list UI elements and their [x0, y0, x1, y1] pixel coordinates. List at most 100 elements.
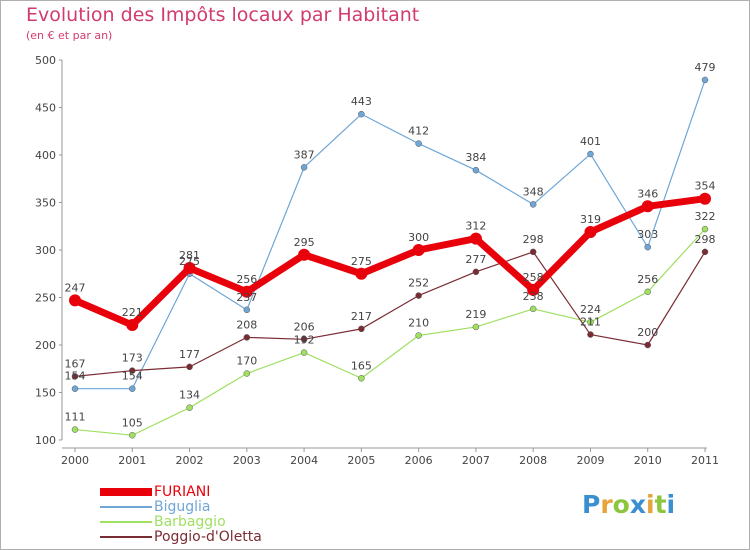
data-label: 134	[179, 389, 200, 402]
logo-letter: r	[600, 490, 613, 519]
data-point	[699, 192, 711, 205]
data-label: 173	[122, 352, 143, 365]
x-tick-label: 2011	[691, 454, 719, 467]
legend-label: FURIANI	[154, 484, 211, 500]
x-tick-label: 2003	[233, 454, 261, 467]
chart-subtitle: (en € et par an)	[26, 29, 113, 42]
data-point	[358, 110, 365, 118]
legend-swatch	[100, 536, 152, 538]
data-label: 298	[695, 233, 716, 246]
data-point	[529, 201, 537, 208]
logo-letter: o	[612, 490, 630, 519]
data-point	[71, 373, 79, 380]
data-label: 322	[695, 210, 716, 223]
data-label: 165	[351, 359, 372, 372]
logo-letter: i	[646, 490, 655, 519]
data-label: 210	[408, 317, 429, 330]
data-label: 346	[637, 187, 658, 200]
data-label: 275	[351, 255, 372, 268]
data-label: 154	[122, 370, 143, 383]
legend-swatch	[100, 488, 152, 496]
x-tick-label: 2004	[290, 454, 318, 467]
y-tick-label: 250	[35, 292, 56, 305]
logo-letter: i	[666, 490, 676, 519]
data-point	[129, 367, 136, 374]
legend-label: Barbaggio	[154, 514, 226, 530]
logo-letter: x	[629, 490, 646, 519]
data-point	[415, 140, 422, 147]
data-point	[412, 244, 425, 256]
data-point	[300, 349, 308, 356]
data-label: 111	[65, 411, 86, 424]
data-label: 412	[408, 125, 429, 138]
data-point	[358, 325, 365, 333]
data-label: 258	[523, 271, 544, 284]
data-label: 238	[523, 290, 544, 303]
legend-item: Poggio-d'Oletta	[100, 529, 262, 545]
data-point	[240, 285, 253, 298]
data-label: 252	[408, 277, 429, 290]
y-tick-label: 450	[35, 102, 56, 115]
logo-letter: t	[654, 490, 667, 519]
data-point	[126, 319, 139, 332]
data-point	[183, 262, 196, 275]
data-point	[644, 341, 651, 349]
data-label: 192	[294, 334, 315, 347]
data-point	[69, 294, 81, 307]
x-tick-label: 2005	[347, 454, 375, 467]
data-point	[529, 248, 537, 256]
data-label: 154	[65, 370, 86, 383]
data-label: 443	[351, 95, 372, 108]
data-point	[472, 323, 480, 331]
x-tick-label: 2001	[118, 454, 146, 467]
data-label: 219	[465, 308, 486, 321]
y-tick-label: 350	[35, 197, 56, 210]
data-point	[243, 306, 251, 314]
data-label: 384	[465, 151, 486, 164]
data-label: 303	[637, 228, 658, 241]
data-label: 170	[236, 355, 257, 368]
data-point	[243, 370, 251, 377]
data-label: 401	[580, 135, 601, 148]
data-point	[644, 288, 651, 296]
data-label: 217	[351, 310, 372, 323]
data-label: 277	[465, 253, 486, 266]
x-tick-label: 2010	[634, 454, 662, 467]
data-point	[641, 200, 654, 213]
data-point	[701, 76, 709, 84]
data-point	[300, 164, 308, 171]
data-label: 281	[179, 249, 200, 262]
data-label: 312	[465, 220, 486, 233]
x-tick-label: 2002	[176, 454, 204, 467]
data-point	[472, 268, 480, 276]
data-point	[587, 318, 594, 326]
x-tick-label: 2000	[61, 454, 89, 467]
data-point	[584, 225, 597, 238]
data-point	[186, 404, 193, 411]
data-label: 211	[580, 316, 601, 329]
data-label: 208	[236, 318, 257, 331]
data-point	[358, 375, 365, 382]
data-point	[300, 336, 308, 343]
data-label: 387	[294, 148, 315, 161]
data-point	[527, 283, 540, 296]
data-point	[129, 432, 136, 439]
y-tick-label: 500	[35, 54, 56, 67]
data-point	[71, 385, 79, 392]
data-point	[472, 166, 480, 174]
y-tick-label: 400	[35, 149, 56, 162]
x-tick-label: 2009	[576, 454, 604, 467]
data-point	[415, 292, 422, 299]
data-label: 200	[637, 326, 658, 339]
data-point	[529, 305, 537, 313]
data-point	[355, 267, 368, 280]
legend-item: Biguglia	[100, 499, 211, 515]
data-label: 221	[122, 306, 143, 319]
x-tick-label: 2006	[405, 454, 433, 467]
legend-item: FURIANI	[100, 484, 210, 500]
data-label: 224	[580, 303, 601, 316]
y-tick-label: 150	[35, 387, 56, 400]
data-label: 295	[294, 236, 315, 249]
data-label: 300	[408, 231, 429, 244]
